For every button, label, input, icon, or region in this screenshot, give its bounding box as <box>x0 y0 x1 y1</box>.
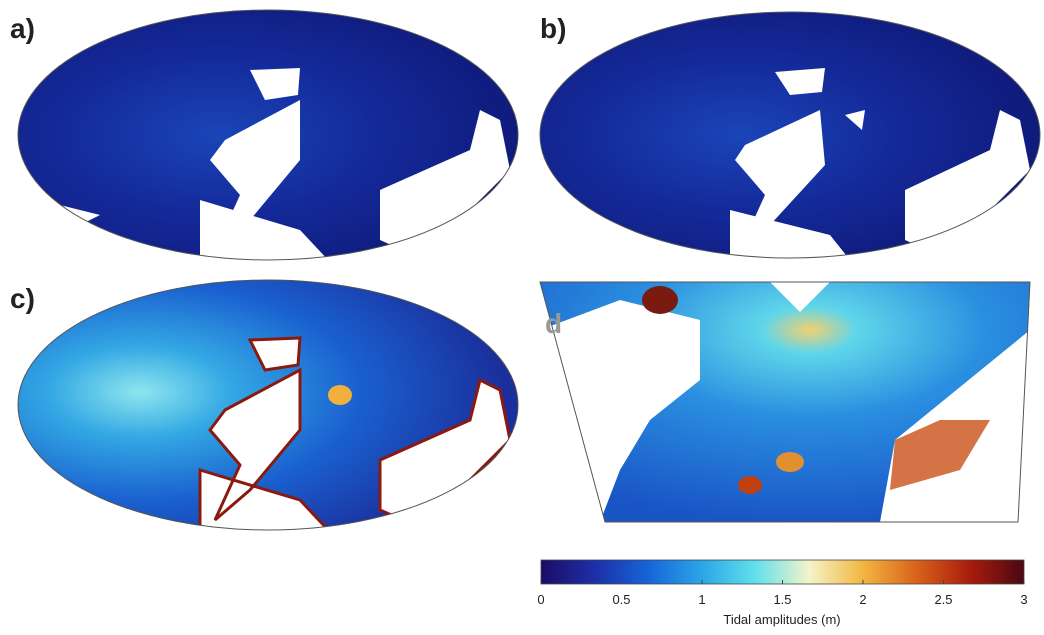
map-b <box>535 10 1044 260</box>
tick-label: 0.5 <box>612 592 630 607</box>
panel-label: a) <box>10 13 35 44</box>
colorbar-label: Tidal amplitudes (m) <box>723 612 840 627</box>
figure: a) b) c) d 0 0.5 1 1.5 2 2.5 3 Tidal amplitude… <box>0 0 1044 635</box>
tick-label: 1 <box>698 592 705 607</box>
map-a <box>10 5 530 265</box>
tick-label: 1.5 <box>773 592 791 607</box>
panel-label: c) <box>10 283 35 314</box>
tick-label: 0 <box>537 592 544 607</box>
tick-label: 2 <box>859 592 866 607</box>
panel-label: d <box>545 308 562 339</box>
page: {"panels": [{"label": "a)"}, {"label": "… <box>0 0 1044 635</box>
colorbar: 0 0.5 1 1.5 2 2.5 3 <box>537 560 1027 607</box>
map-d <box>540 282 1030 522</box>
tick-label: 3 <box>1020 592 1027 607</box>
panel-label: b) <box>540 13 566 44</box>
map-c <box>10 275 530 535</box>
tick-label: 2.5 <box>934 592 952 607</box>
